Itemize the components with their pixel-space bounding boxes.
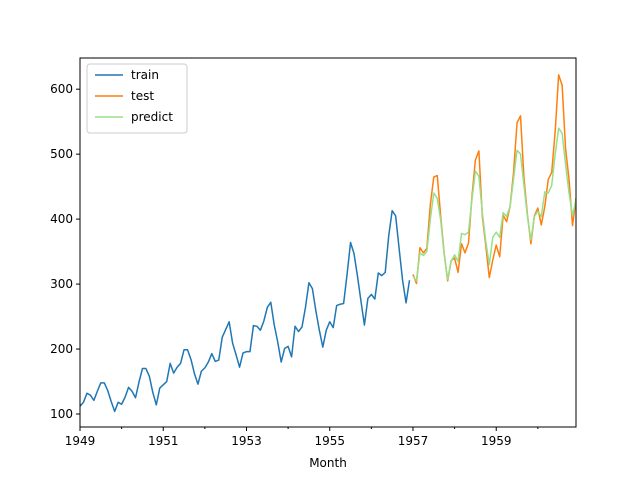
y-tick-label: 100 [50, 407, 73, 421]
legend-label-predict: predict [131, 110, 173, 124]
y-tick-label: 400 [50, 212, 73, 226]
x-tick-label: 1959 [481, 434, 512, 448]
y-tick-label: 200 [50, 342, 73, 356]
legend: train test predict [86, 63, 188, 134]
x-tick-label: 1955 [314, 434, 345, 448]
x-tick-label: 1957 [398, 434, 429, 448]
y-tick-label: 500 [50, 147, 73, 161]
legend-box [86, 63, 188, 134]
legend-label-test: test [131, 89, 154, 103]
series-line-predict [412, 127, 576, 282]
y-tick-label: 300 [50, 277, 73, 291]
series-line-test [412, 74, 576, 285]
x-tick-label: 1953 [231, 434, 262, 448]
series-layer [80, 74, 576, 413]
series-line-train [80, 209, 411, 413]
x-axis: 1949 1951 1953 1955 1957 1959 [65, 427, 539, 448]
x-tick-label: 1949 [65, 434, 96, 448]
legend-label-train: train [131, 68, 159, 82]
axes-frame [79, 57, 577, 428]
y-tick-label: 600 [50, 82, 73, 96]
x-axis-label: Month [309, 456, 347, 470]
x-tick-label: 1951 [148, 434, 179, 448]
y-axis: 100 200 300 400 500 600 [50, 82, 80, 421]
